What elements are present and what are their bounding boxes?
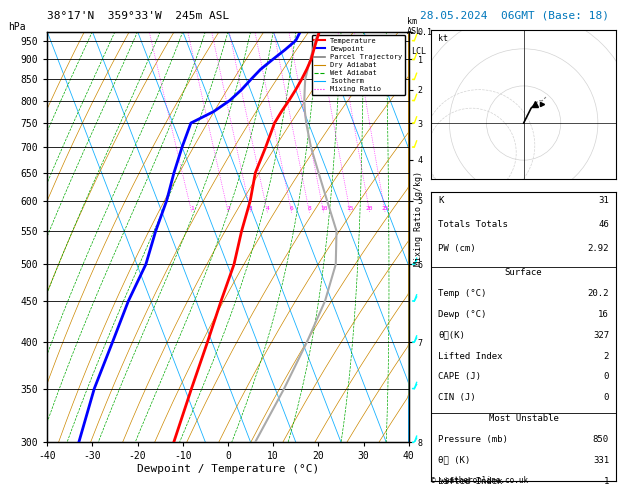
Text: 28.05.2024  06GMT (Base: 18): 28.05.2024 06GMT (Base: 18) (420, 11, 609, 21)
Text: CAPE (J): CAPE (J) (438, 372, 481, 382)
Text: 20.2: 20.2 (587, 289, 609, 298)
Text: Pressure (mb): Pressure (mb) (438, 435, 508, 444)
Text: 16: 16 (598, 310, 609, 319)
Text: 0: 0 (604, 372, 609, 382)
Text: LCL: LCL (411, 47, 426, 56)
Text: θᴄ(K): θᴄ(K) (438, 331, 465, 340)
Text: hPa: hPa (8, 22, 26, 32)
Text: 25: 25 (381, 206, 389, 210)
Text: 6: 6 (290, 206, 294, 210)
Text: kt: kt (438, 35, 448, 43)
Text: θᴄ (K): θᴄ (K) (438, 456, 470, 465)
Text: 2: 2 (226, 206, 230, 210)
Text: 20: 20 (366, 206, 374, 210)
Text: 4: 4 (265, 206, 269, 210)
Text: Dewp (°C): Dewp (°C) (438, 310, 487, 319)
Text: 10: 10 (320, 206, 328, 210)
Text: 15: 15 (347, 206, 354, 210)
X-axis label: Dewpoint / Temperature (°C): Dewpoint / Temperature (°C) (137, 464, 319, 474)
Text: 0: 0 (604, 393, 609, 402)
Text: © weatheronline.co.uk: © weatheronline.co.uk (431, 475, 528, 485)
Text: 38°17'N  359°33'W  245m ASL: 38°17'N 359°33'W 245m ASL (47, 11, 230, 21)
Text: Mixing Ratio (g/kg): Mixing Ratio (g/kg) (415, 171, 423, 266)
Text: 1: 1 (604, 476, 609, 486)
Text: 3: 3 (249, 206, 253, 210)
Text: 46: 46 (598, 220, 609, 229)
Text: Temp (°C): Temp (°C) (438, 289, 487, 298)
Legend: Temperature, Dewpoint, Parcel Trajectory, Dry Adiabat, Wet Adiabat, Isotherm, Mi: Temperature, Dewpoint, Parcel Trajectory… (311, 35, 405, 95)
Text: 1: 1 (190, 206, 194, 210)
Text: km
ASL: km ASL (407, 17, 422, 36)
Text: 2.92: 2.92 (587, 244, 609, 253)
Text: Lifted Index: Lifted Index (438, 351, 503, 361)
Text: 31: 31 (598, 196, 609, 205)
Text: 331: 331 (593, 456, 609, 465)
Text: K: K (438, 196, 443, 205)
Text: Surface: Surface (505, 268, 542, 278)
Text: Lifted Index: Lifted Index (438, 476, 503, 486)
Text: CIN (J): CIN (J) (438, 393, 476, 402)
Text: PW (cm): PW (cm) (438, 244, 476, 253)
Text: 8: 8 (308, 206, 311, 210)
Text: 2: 2 (604, 351, 609, 361)
Text: 327: 327 (593, 331, 609, 340)
Text: 850: 850 (593, 435, 609, 444)
Text: Totals Totals: Totals Totals (438, 220, 508, 229)
Text: Most Unstable: Most Unstable (489, 414, 559, 423)
